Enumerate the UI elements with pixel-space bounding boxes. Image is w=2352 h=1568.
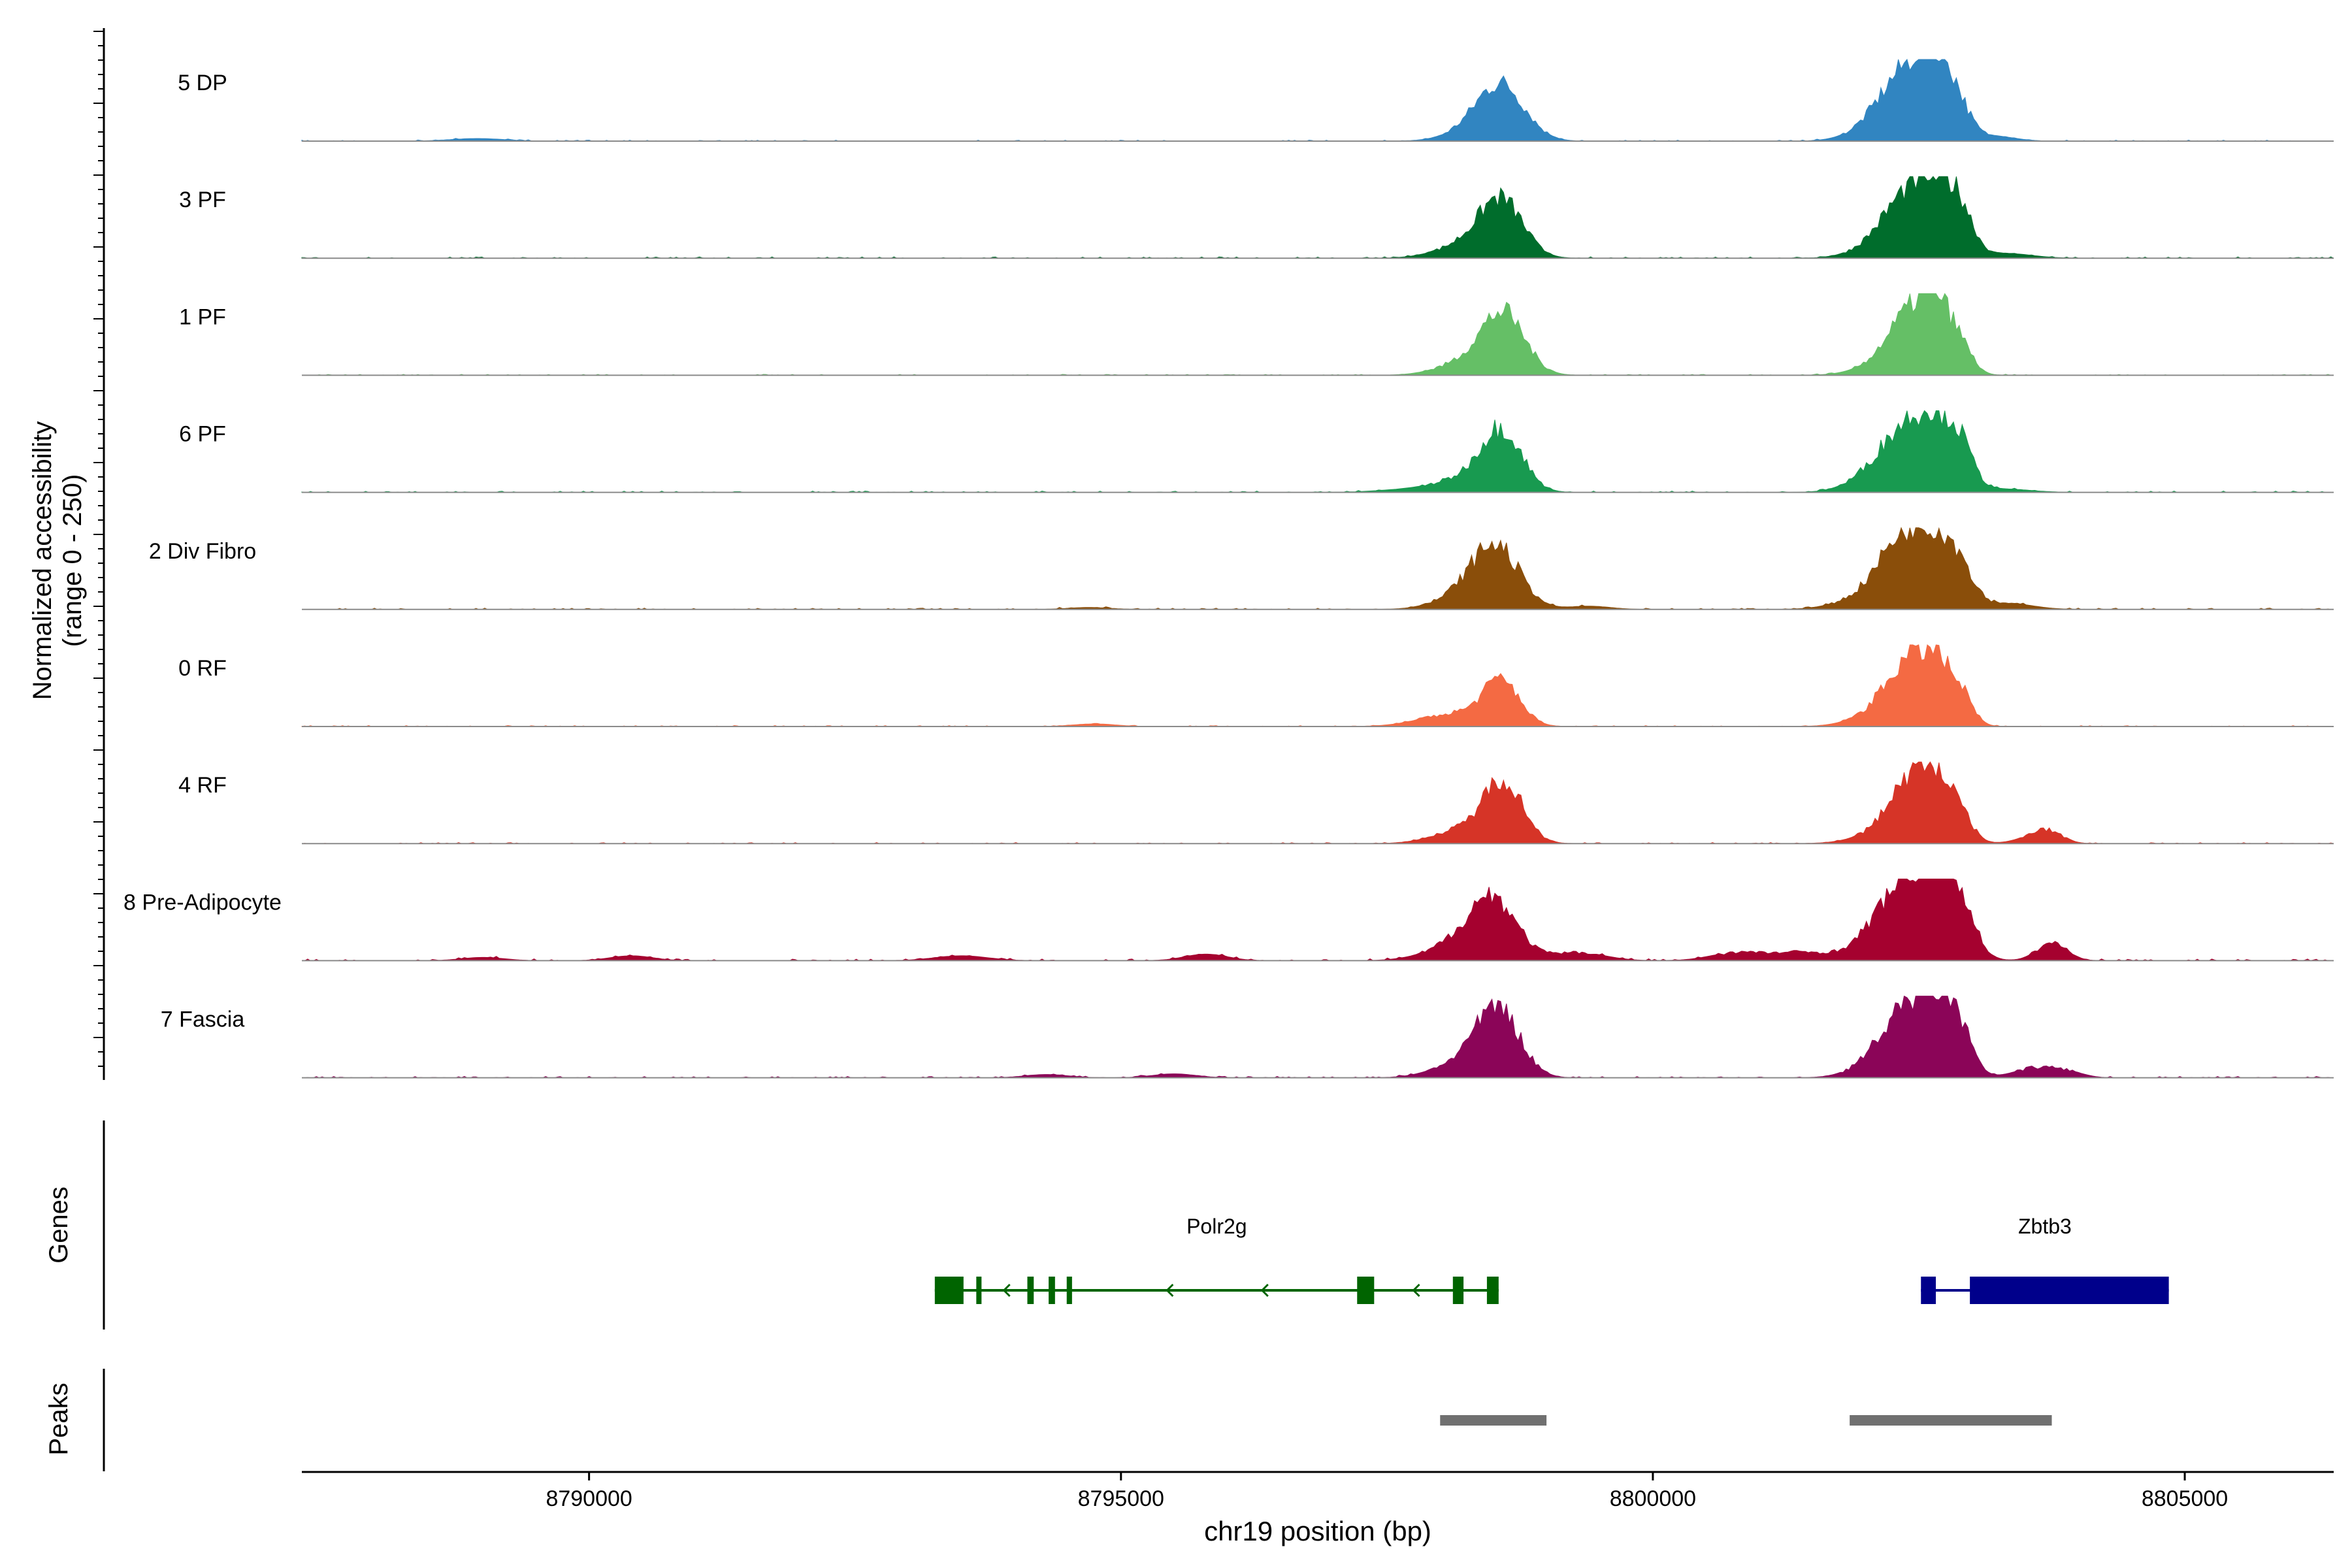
x-axis-label: chr19 position (bp) bbox=[1204, 1516, 1431, 1546]
genes-track-title: Genes bbox=[44, 1186, 73, 1264]
coverage-area bbox=[302, 878, 2334, 961]
track-label: 7 Fascia bbox=[161, 1007, 245, 1032]
gene-exon bbox=[1921, 1277, 1936, 1304]
y-axis-label-line1: Normalized accessibility bbox=[28, 421, 57, 700]
track-5-dp: 5 DP bbox=[178, 58, 2334, 142]
track-2-div-fibro: 2 Div Fibro bbox=[149, 527, 2334, 610]
x-tick-label: 8795000 bbox=[1078, 1486, 1164, 1511]
gene-label: Polr2g bbox=[1186, 1215, 1247, 1238]
coverage-area bbox=[301, 644, 2334, 727]
track-4-rf: 4 RF bbox=[178, 761, 2334, 845]
gene-polr2g: Polr2g bbox=[934, 1215, 1499, 1304]
x-axis-ticks: 8790000 8795000 8800000 8805000 bbox=[546, 1472, 2228, 1511]
track-8-pre-adipocyte: 8 Pre-Adipocyte bbox=[123, 878, 2334, 962]
strand-arrow bbox=[1166, 1283, 1174, 1298]
coverage-area bbox=[302, 527, 2334, 610]
track-7-fascia: 7 Fascia bbox=[161, 995, 2334, 1079]
gene-exon bbox=[1066, 1277, 1072, 1304]
coverage-area bbox=[301, 58, 2334, 142]
track-label: 4 RF bbox=[178, 773, 227, 798]
y-axis-label-line2: (range 0 - 250) bbox=[58, 474, 87, 647]
x-tick-label: 8790000 bbox=[546, 1486, 632, 1511]
x-tick-label: 8800000 bbox=[1610, 1486, 1696, 1511]
gene-exon bbox=[1049, 1277, 1055, 1304]
gene-exon bbox=[976, 1277, 982, 1304]
genes-track: Polr2g Zbtb3 bbox=[934, 1215, 2169, 1304]
track-1-pf: 1 PF bbox=[179, 293, 2334, 376]
coverage-area bbox=[301, 410, 2334, 493]
track-0-rf: 0 RF bbox=[178, 644, 2334, 727]
track-label: 3 PF bbox=[179, 188, 226, 212]
coverage-y-minor-ticks bbox=[93, 31, 104, 1067]
track-label: 8 Pre-Adipocyte bbox=[123, 890, 282, 915]
peaks-track bbox=[1440, 1415, 2052, 1426]
x-tick-label: 8805000 bbox=[2142, 1486, 2228, 1511]
track-label: 6 PF bbox=[179, 422, 226, 447]
track-3-pf: 3 PF bbox=[179, 176, 2334, 259]
coverage-area bbox=[302, 995, 2334, 1079]
coverage-area bbox=[301, 761, 2334, 844]
strand-arrow bbox=[1412, 1283, 1420, 1298]
gene-exon bbox=[1452, 1277, 1464, 1304]
peaks-track-title: Peaks bbox=[44, 1382, 73, 1455]
track-label: 5 DP bbox=[178, 71, 227, 95]
peak-region bbox=[1440, 1415, 1547, 1426]
track-label: 2 Div Fibro bbox=[149, 539, 256, 564]
track-label: 1 PF bbox=[179, 304, 226, 329]
coverage-area bbox=[302, 293, 2334, 376]
gene-exon bbox=[1027, 1277, 1034, 1304]
gene-exon bbox=[1970, 1277, 2169, 1304]
strand-arrow bbox=[1002, 1283, 1011, 1298]
gene-exon bbox=[1486, 1277, 1499, 1304]
gene-exon bbox=[1357, 1277, 1375, 1304]
peak-region bbox=[1850, 1415, 2052, 1426]
track-6-pf: 6 PF bbox=[179, 410, 2334, 493]
coverage-tracks: 5 DP 3 PF 1 PF 6 PF 2 Div Fibro 0 RF 4 RF 8 Pre… bbox=[123, 58, 2334, 1079]
gene-exon bbox=[934, 1277, 964, 1304]
coverage-area bbox=[301, 176, 2334, 259]
gene-label: Zbtb3 bbox=[2018, 1215, 2072, 1238]
track-label: 0 RF bbox=[178, 656, 227, 681]
gene-zbtb3: Zbtb3 bbox=[1921, 1215, 2169, 1304]
strand-arrow bbox=[1260, 1283, 1269, 1298]
